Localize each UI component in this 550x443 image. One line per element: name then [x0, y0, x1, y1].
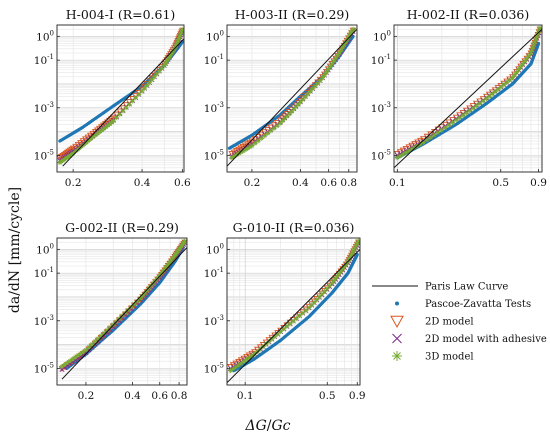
legend-label: Paris Law Curve [425, 282, 508, 293]
x-axis-label-den: Gc [271, 418, 290, 434]
y-tick-label: 10-5 [371, 148, 391, 162]
y-tick-label: 10-5 [204, 361, 224, 375]
x-tick-label: 0.6 [174, 177, 191, 189]
y-tick-label: 100 [206, 242, 224, 256]
legend-item: 3D model [392, 351, 474, 363]
x-tick-label: 0.8 [171, 390, 188, 402]
paris-law-line [227, 28, 357, 167]
x-tick-label: 0.5 [492, 177, 509, 189]
legend-label: Pascoe-Zavatta Tests [425, 299, 531, 310]
x-tick-label: 0.6 [320, 177, 337, 189]
grid [57, 238, 187, 385]
x-tick-label: 0.2 [78, 390, 95, 402]
legend-label: 2D model with adhesive [425, 334, 547, 345]
legend-dot-icon [395, 301, 399, 306]
legend: Paris Law Curve Pascoe-Zavatta Tests 2D mo… [372, 282, 547, 363]
plot-area [227, 26, 357, 167]
x-tick-label: 0.4 [134, 177, 151, 189]
subplot-title: H-002-II (R=0.036) [407, 7, 529, 22]
x-axis-label-main: ΔG [244, 418, 266, 434]
subplot-title: G-002-II (R=0.29) [65, 220, 179, 235]
y-tick-label: 100 [373, 29, 391, 43]
paris-law-line [394, 28, 542, 169]
plot-area [58, 238, 187, 380]
x-tick-label: 0.2 [244, 177, 261, 189]
legend-label: 3D model [425, 352, 474, 363]
paris-law-line [62, 38, 184, 167]
series-model2d [58, 239, 187, 372]
y-tick-label: 10-3 [204, 101, 224, 115]
legend-asterisk-icon [392, 351, 402, 361]
x-tick-label: 0.8 [340, 177, 357, 189]
axes-frame [226, 24, 358, 173]
subplot-title: G-010-II (R=0.036) [233, 220, 355, 235]
legend-item: 2D model [390, 315, 474, 329]
axes-frame [56, 237, 188, 386]
subplot-grid: H-004-I (R=0.61) 0.2 0.4 0.6 10-5 10-3 10-1 100… [34, 7, 547, 402]
axes-frame [226, 237, 361, 386]
series-tests [232, 253, 359, 373]
y-tick-label: 100 [36, 242, 54, 256]
y-tick-label: 10-5 [34, 361, 54, 375]
subplot-5: G-010-II (R=0.036) 0.1 0.5 0.9 10-5 10-3 10-1 1… [204, 220, 366, 402]
y-tick-label: 10-3 [34, 314, 54, 328]
legend-item: Paris Law Curve [372, 282, 508, 293]
x-tick-label: 0.1 [389, 177, 406, 189]
y-tick-label: 10-1 [34, 53, 54, 67]
x-tick-label: 0.9 [530, 177, 547, 189]
paris-law-line [61, 247, 187, 380]
x-tick-label: 0.4 [292, 177, 309, 189]
axes-frame [56, 24, 185, 173]
subplot-4: G-002-II (R=0.29) 0.2 0.4 0.6 0.8 10-5 10-3 10-… [34, 220, 188, 402]
x-tick-label: 0.2 [65, 177, 82, 189]
y-tick-label: 100 [36, 29, 54, 43]
x-tick-label: 0.1 [237, 390, 254, 402]
x-axis-label-sep: / [267, 418, 272, 434]
axes-frame [393, 24, 543, 173]
y-axis-label: da/dN [mm/cycle] [7, 187, 23, 313]
y-tick-label: 10-3 [204, 314, 224, 328]
y-tick-label: 10-1 [204, 266, 224, 280]
x-tick-label: 0.9 [349, 390, 366, 402]
x-tick-label: 0.5 [319, 390, 336, 402]
plot-area [57, 27, 184, 167]
y-tick-label: 10-3 [34, 101, 54, 115]
legend-label: 2D model [425, 317, 474, 328]
y-tick-label: 10-1 [371, 53, 391, 67]
y-tick-label: 10-1 [204, 53, 224, 67]
x-tick-label: 0.4 [124, 390, 141, 402]
subplot-1: H-004-I (R=0.61) 0.2 0.4 0.6 10-5 10-3 10-1 100 [34, 7, 191, 189]
y-tick-label: 100 [206, 29, 224, 43]
plot-area [227, 238, 360, 384]
y-tick-label: 10-1 [34, 266, 54, 280]
subplot-title: H-003-II (R=0.29) [235, 7, 350, 22]
subplot-2: H-003-II (R=0.29) 0.2 0.4 0.6 0.8 10-5 10-3 10-… [204, 7, 358, 189]
subplot-3: H-002-II (R=0.036) 0.1 0.5 0.9 10-5 10-3 10-1 1… [371, 7, 547, 189]
legend-x-icon [392, 333, 402, 344]
legend-item: Pascoe-Zavatta Tests [395, 299, 531, 310]
y-tick-label: 10-5 [34, 148, 54, 162]
legend-triangle-icon [390, 315, 404, 329]
x-tick-label: 0.6 [151, 390, 168, 402]
series-model3d [394, 25, 542, 161]
plot-area [394, 25, 542, 169]
subplot-title: H-004-I (R=0.61) [66, 7, 176, 22]
legend-item: 2D model with adhesive [392, 333, 547, 345]
x-axis-label: ΔG/Gc [244, 418, 290, 434]
series-model2d [57, 27, 184, 162]
y-tick-label: 10-3 [371, 101, 391, 115]
series-model2d_adh [227, 240, 360, 371]
y-tick-label: 10-5 [204, 148, 224, 162]
series-model3d [228, 238, 360, 374]
paris-law-line [227, 249, 360, 384]
series-model2d_adh [394, 27, 542, 158]
